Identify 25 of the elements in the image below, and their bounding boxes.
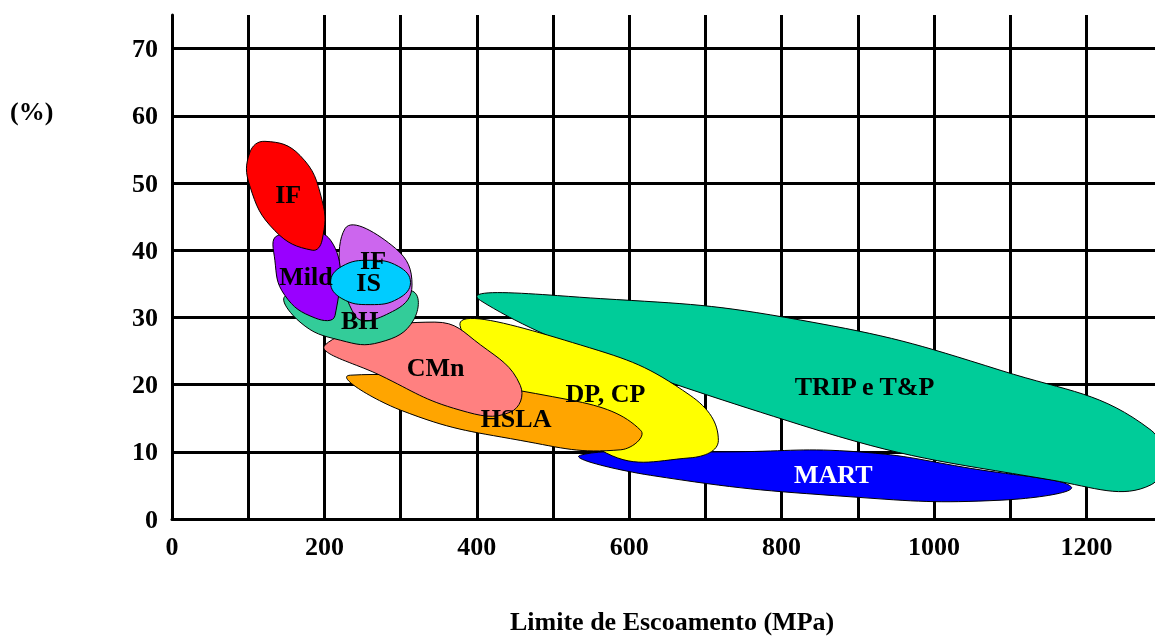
x-tick-label: 1000 — [908, 531, 961, 561]
series-label: CMn — [406, 353, 466, 383]
x-tick-label: 800 — [762, 531, 802, 561]
y-tick-label: 20 — [132, 370, 158, 400]
y-tick-label: 0 — [145, 504, 158, 534]
x-tick-label: 400 — [457, 531, 497, 561]
series-label: MART — [794, 460, 873, 490]
series-label: HSLA — [480, 403, 552, 433]
series-label: IS — [356, 268, 381, 298]
y-tick-label: 40 — [132, 235, 158, 265]
series-label: Mild — [279, 261, 334, 291]
y-tick-label: 60 — [132, 101, 158, 131]
y-axis-title: (%) — [10, 96, 54, 126]
x-tick-label: 600 — [609, 531, 649, 561]
series-label: IF — [275, 180, 302, 210]
y-tick-label: 70 — [132, 34, 158, 64]
x-tick-label: 0 — [165, 531, 179, 561]
x-tick-label: 200 — [304, 531, 344, 561]
y-tick-label: 30 — [132, 302, 158, 332]
y-tick-label: 50 — [132, 168, 158, 198]
x-tick-label: 1200 — [1060, 531, 1113, 561]
y-tick-label: 10 — [132, 437, 158, 467]
series-label: DP, CP — [565, 378, 646, 408]
series-label: TRIP e T&P — [794, 372, 935, 402]
x-axis-title: Limite de Escoamento (MPa) — [510, 606, 835, 636]
